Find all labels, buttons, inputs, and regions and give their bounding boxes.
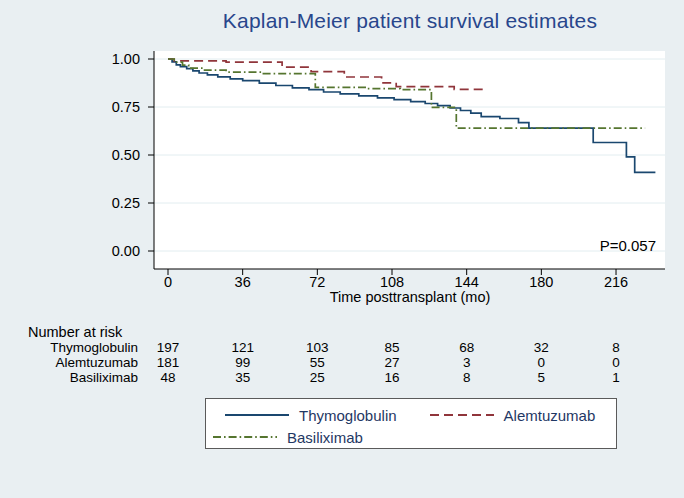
legend: Thymoglobulin Alemtuzumab Basiliximab <box>205 398 617 449</box>
risk-row-label: Basiliximab <box>18 370 138 385</box>
risk-count: 99 <box>208 355 278 370</box>
risk-count: 85 <box>357 340 427 355</box>
risk-count: 103 <box>282 340 352 355</box>
risk-count: 8 <box>581 340 651 355</box>
legend-label: Basiliximab <box>287 429 363 446</box>
y-tick-label: 0.25 <box>88 194 140 212</box>
y-tick-label: 1.00 <box>88 50 140 68</box>
risk-count: 48 <box>133 370 203 385</box>
x-axis-title: Time posttransplant (mo) <box>154 289 666 305</box>
risk-count: 55 <box>282 355 352 370</box>
risk-table-header: Number at risk <box>28 324 122 340</box>
risk-count: 27 <box>357 355 427 370</box>
legend-row-2: Basiliximab <box>210 426 616 448</box>
risk-count: 5 <box>506 370 576 385</box>
risk-count: 181 <box>133 355 203 370</box>
risk-row-label: Thymoglobulin <box>18 340 138 355</box>
y-tick-label: 0.75 <box>88 98 140 116</box>
legend-item-alemtuzumab: Alemtuzumab <box>429 407 596 424</box>
risk-count: 32 <box>506 340 576 355</box>
risk-count: 0 <box>506 355 576 370</box>
legend-label: Thymoglobulin <box>299 407 397 424</box>
risk-count: 8 <box>432 370 502 385</box>
chart-title: Kaplan-Meier patient survival estimates <box>154 9 666 33</box>
risk-count: 25 <box>282 370 352 385</box>
risk-count: 16 <box>357 370 427 385</box>
risk-count: 121 <box>208 340 278 355</box>
y-tick-label: 0.50 <box>88 146 140 164</box>
risk-count: 35 <box>208 370 278 385</box>
legend-line-sample <box>212 431 278 443</box>
legend-row-1: Thymoglobulin Alemtuzumab <box>210 404 616 426</box>
risk-count: 0 <box>581 355 651 370</box>
legend-label: Alemtuzumab <box>504 407 596 424</box>
y-tick-label: 0.00 <box>88 242 140 260</box>
legend-item-thymoglobulin: Thymoglobulin <box>224 407 397 424</box>
risk-count: 1 <box>581 370 651 385</box>
risk-count: 197 <box>133 340 203 355</box>
risk-row-label: Alemtuzumab <box>18 355 138 370</box>
legend-line-sample <box>224 409 290 421</box>
legend-line-sample <box>429 409 495 421</box>
legend-item-basiliximab: Basiliximab <box>212 429 363 446</box>
km-survival-figure: Kaplan-Meier patient survival estimates … <box>0 0 684 498</box>
p-value-annotation: P=0.057 <box>552 237 656 254</box>
risk-count: 3 <box>432 355 502 370</box>
risk-count: 68 <box>432 340 502 355</box>
km-plot-area <box>146 44 676 296</box>
